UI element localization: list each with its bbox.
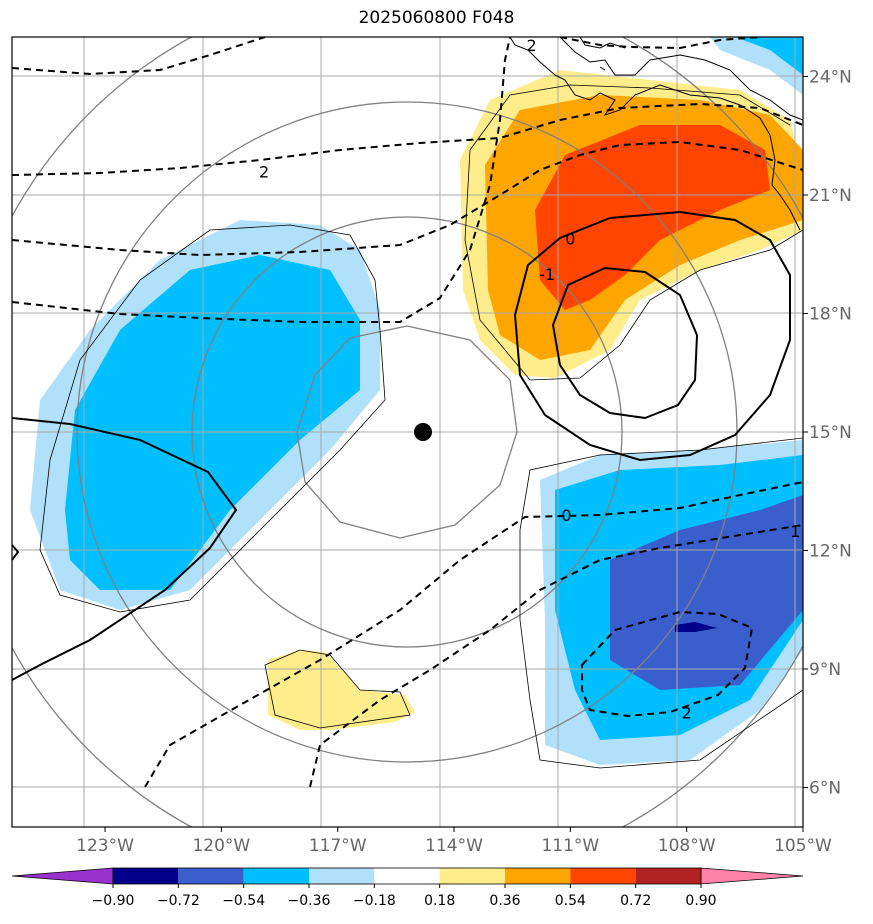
contour-label: 0 xyxy=(561,506,571,525)
colorbar-segment xyxy=(374,868,440,884)
colorbar-segment xyxy=(243,868,309,884)
coastline-baja xyxy=(509,37,801,231)
dashed-contour-top xyxy=(12,37,266,76)
colorbar-segment xyxy=(113,868,179,884)
contour-label: 1 xyxy=(790,522,800,541)
shade-blue-west xyxy=(65,255,360,590)
solid-contour-west xyxy=(12,417,238,681)
dashed-contour-north xyxy=(12,102,803,176)
dashed-contour-zero-south xyxy=(144,481,803,788)
lon-tick-label: 114°W xyxy=(425,836,483,856)
contour-label: 2 xyxy=(526,36,536,55)
solid-contour-minus1-ring xyxy=(551,266,699,420)
lat-tick-label: 18°N xyxy=(809,305,852,325)
colorbar-segment xyxy=(178,868,244,884)
lon-tick-label: 105°W xyxy=(774,836,832,856)
range-ring-2 xyxy=(191,216,623,648)
colorbar-tick-label: 0.18 xyxy=(424,893,455,909)
colorbar-tick-label: 0.36 xyxy=(489,893,520,909)
colorbar-tick-label: −0.54 xyxy=(222,893,265,909)
shade-blue-ne xyxy=(735,37,803,75)
shade-red xyxy=(535,125,770,310)
lon-tick-label: 123°W xyxy=(76,836,134,856)
contour-label: 0 xyxy=(565,229,575,248)
lat-tick-label: 6°N xyxy=(809,779,841,799)
colorbar-outline xyxy=(112,867,702,885)
colorbar-tick-label: −0.18 xyxy=(353,893,396,909)
shade-yellow-south xyxy=(268,650,415,730)
colorbar-segment xyxy=(635,868,701,884)
colorbar-extend-high xyxy=(700,867,804,885)
solid-contour-edge xyxy=(12,544,20,561)
lon-tick-label: 117°W xyxy=(309,836,367,856)
colorbar-tick-label: −0.36 xyxy=(288,893,331,909)
colorbar-tick-label: −0.72 xyxy=(157,893,200,909)
map-title: 2025060800 F048 xyxy=(358,8,515,28)
contour-labels: 2 2 0 -1 0 1 2 xyxy=(259,36,800,723)
shade-royal-blue xyxy=(610,495,803,690)
thin-contours xyxy=(39,84,803,769)
coastline-gulf xyxy=(579,37,626,49)
colorbar-tick-label: −0.90 xyxy=(92,893,135,909)
solid-contour-zero-ring xyxy=(513,210,791,462)
contour-label: -1 xyxy=(539,265,555,284)
coastline xyxy=(509,37,803,231)
lat-tick-label: 9°N xyxy=(809,660,841,680)
contour-label: 2 xyxy=(682,703,692,722)
lon-tick-label: 111°W xyxy=(541,836,599,856)
lat-tick-label: 15°N xyxy=(809,423,852,443)
shaded-field xyxy=(30,37,803,765)
lat-tick-label: 12°N xyxy=(809,542,852,562)
lat-tick-label: 21°N xyxy=(809,186,852,206)
colorbar-tick-label: 0.54 xyxy=(555,893,586,909)
colorbar-extend-low xyxy=(11,867,114,885)
storm-center-marker xyxy=(414,423,433,441)
lon-tick-label: 120°W xyxy=(192,836,250,856)
colorbar-tick-label: 0.90 xyxy=(685,893,716,909)
range-ring-inner xyxy=(296,325,518,539)
dashed-contour-3 xyxy=(12,37,511,323)
dashed-contour-topright xyxy=(559,37,761,50)
lon-tick-label: 108°W xyxy=(658,836,716,856)
gridlines xyxy=(12,37,803,827)
dashed-contour-south xyxy=(309,524,803,788)
latitude-axis: 24°N 21°N 18°N 15°N 12°N 9°N 6°N xyxy=(803,68,852,799)
coastline-mainland xyxy=(559,37,803,121)
colorbar-segment xyxy=(505,868,571,884)
solid-contours xyxy=(12,210,791,681)
dashed-contours xyxy=(12,37,803,788)
colorbar-segment xyxy=(309,868,375,884)
contour-label: 2 xyxy=(259,162,269,181)
colorbar-segment xyxy=(439,868,505,884)
colorbar-segment xyxy=(570,868,636,884)
colorbar-tick-label: 0.72 xyxy=(620,893,651,909)
shade-dark-blue xyxy=(675,622,717,632)
colorbar: −0.90 −0.72 −0.54 −0.36 −0.18 0.18 0.36 0.54 0.7… xyxy=(11,867,804,909)
longitude-axis: 123°W 120°W 117°W 114°W 111°W 108°W 105°W xyxy=(76,827,832,856)
lat-tick-label: 24°N xyxy=(809,68,852,88)
